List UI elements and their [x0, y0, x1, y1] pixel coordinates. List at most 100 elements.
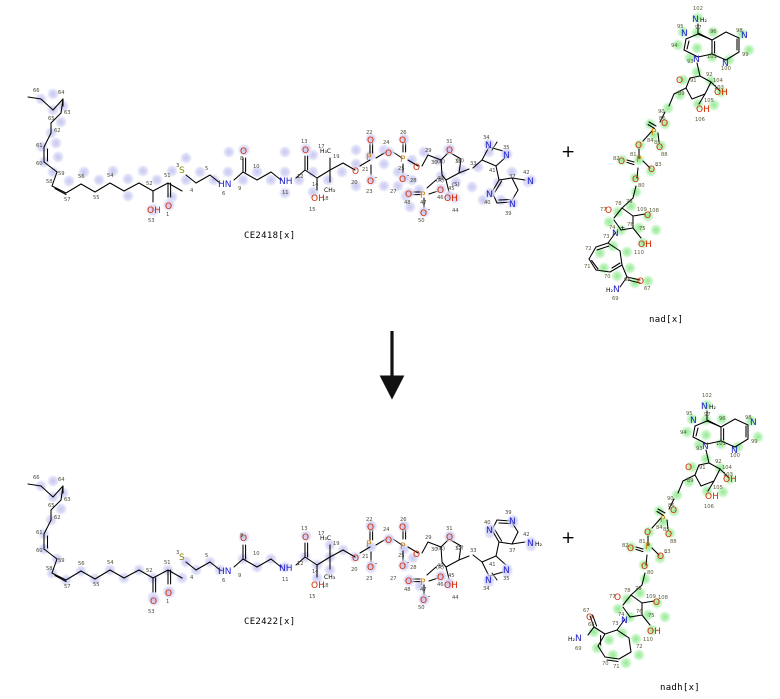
ce2422-phosphate-oxygen-26: O — [399, 523, 406, 533]
ce2418-amide1-bonds — [233, 157, 282, 181]
svg-text:83: 83 — [655, 162, 662, 168]
nad-adenine-n-93: N — [693, 55, 700, 65]
nadh-phosphate-o-84: O — [644, 528, 651, 538]
svg-text:32: 32 — [455, 159, 462, 165]
svg-text:101: 101 — [707, 54, 717, 60]
svg-text:59: 59 — [58, 558, 65, 564]
svg-text:64: 64 — [58, 477, 65, 483]
svg-text:77: 77 — [600, 207, 607, 213]
svg-text:12: 12 — [297, 174, 304, 180]
nad-phosphorus-85: P — [651, 128, 657, 138]
nad-phosphate-o-83: O — [648, 165, 655, 175]
svg-text:75: 75 — [639, 226, 646, 232]
nad-phosphate-o-84: O — [635, 141, 642, 151]
svg-text:74: 74 — [609, 225, 616, 231]
nad-amide-h2-sub: H₂ — [606, 287, 614, 294]
pantothenate-hydroxyl: OH — [311, 194, 325, 204]
svg-text:109: 109 — [646, 594, 656, 600]
nad-ribose-oh-104: OH — [714, 88, 728, 98]
svg-text:60: 60 — [36, 161, 43, 167]
ribose-ring-oxygen-31: O — [446, 146, 453, 156]
svg-text:42: 42 — [523, 170, 530, 176]
stereo-45S: (S) — [452, 182, 460, 188]
svg-text:15: 15 — [309, 594, 316, 600]
sulfur-label: S — [179, 166, 185, 176]
ce2422-amide-oxygen-8: O — [240, 534, 247, 544]
svg-text:68: 68 — [588, 622, 595, 628]
label-product-coa: CE2422[x] — [244, 617, 296, 627]
ce2422-amide-nh-1: HN — [218, 567, 232, 577]
svg-text:24: 24 — [383, 140, 390, 146]
svg-text:3: 3 — [176, 550, 179, 556]
svg-text:46: 46 — [437, 582, 444, 588]
ce2422-thioester-oxygen-1: O — [165, 589, 172, 599]
ce2422-ester-oxygen-20: O — [352, 554, 359, 564]
ce2422-atom-halos — [34, 474, 538, 607]
nad-adenine-nh2: N — [692, 15, 699, 25]
svg-text:19: 19 — [333, 154, 340, 160]
svg-text:50: 50 — [418, 218, 425, 224]
svg-text:66: 66 — [33, 475, 40, 481]
nadh-nic-ribose-o-108: O — [653, 598, 660, 608]
svg-text:106: 106 — [695, 117, 705, 123]
label-reactant-nad: nad[x] — [649, 315, 684, 325]
svg-text:63: 63 — [64, 497, 71, 503]
svg-text:47: 47 — [420, 200, 427, 206]
ce2422-bonds — [27, 483, 183, 593]
charge-minus-27: - — [407, 172, 409, 179]
svg-text:20: 20 — [351, 180, 358, 186]
plus-sign-reactants: + — [561, 142, 576, 162]
svg-text:58: 58 — [46, 179, 53, 185]
svg-text:55: 55 — [93, 582, 100, 588]
ce2422-charge-minus-27: - — [407, 559, 409, 566]
ce2422-hydroxyl-15: OH — [311, 581, 325, 591]
svg-text:19: 19 — [333, 541, 340, 547]
nadh-ribose-o-91: O — [685, 463, 692, 473]
svg-text:56: 56 — [78, 174, 85, 180]
svg-text:50: 50 — [418, 605, 425, 611]
svg-text:100: 100 — [721, 66, 731, 72]
svg-text:78: 78 — [624, 588, 631, 594]
stereo-32R: (R) — [456, 158, 464, 164]
amide-nh-label-1: HN — [218, 180, 232, 190]
svg-text:1: 1 — [166, 599, 169, 605]
ce2418-amide1-o-halo — [236, 142, 252, 158]
svg-text:102: 102 — [702, 393, 712, 399]
svg-text:14: 14 — [312, 569, 319, 575]
ce2418-s-bonds — [185, 174, 221, 184]
nadh-nic-ribose-o-77: O — [614, 593, 621, 603]
nad-bridge-o-80: O — [632, 175, 639, 185]
svg-text:71: 71 — [584, 264, 591, 270]
ce2422-phosphorus-47: P — [420, 578, 426, 588]
nad-adenine-n-95: N — [681, 29, 688, 39]
svg-text:84: 84 — [647, 138, 654, 144]
ce2422-ribose-ring-oxygen-31: O — [446, 533, 453, 543]
svg-text:84: 84 — [656, 525, 663, 531]
svg-text:78: 78 — [615, 201, 622, 207]
phosphate-oxygen-48: O — [405, 190, 412, 200]
svg-text:39: 39 — [505, 510, 512, 516]
ce2422-gem-methyl-1: H₃C — [320, 535, 331, 542]
svg-text:13: 13 — [301, 526, 308, 532]
svg-text:80: 80 — [638, 183, 645, 189]
svg-text:41: 41 — [489, 562, 496, 568]
svg-text:74: 74 — [618, 612, 625, 618]
charge-minus-23: - — [375, 174, 377, 181]
svg-text:34: 34 — [483, 586, 490, 592]
ce2418-bonds — [27, 96, 183, 196]
charge-minus-50: - — [428, 206, 430, 213]
svg-text:73: 73 — [603, 234, 610, 240]
ce2422-ketone-oxygen-53: O — [150, 597, 157, 607]
svg-text:33: 33 — [470, 161, 477, 167]
svg-text:81: 81 — [630, 152, 637, 158]
ce2422-ribose-hydroxyl-44: OH — [444, 581, 458, 591]
svg-text:76: 76 — [627, 222, 634, 228]
phosphate-oxygen-27: O — [399, 175, 406, 185]
nad-adenine-n-100: N — [722, 59, 729, 69]
svg-text:65: 65 — [48, 503, 55, 509]
svg-text:109: 109 — [637, 207, 647, 213]
ribose-hydroxyl-44: OH — [444, 194, 458, 204]
svg-text:9: 9 — [238, 186, 241, 192]
ce2422-chain2-bonds — [185, 542, 356, 578]
